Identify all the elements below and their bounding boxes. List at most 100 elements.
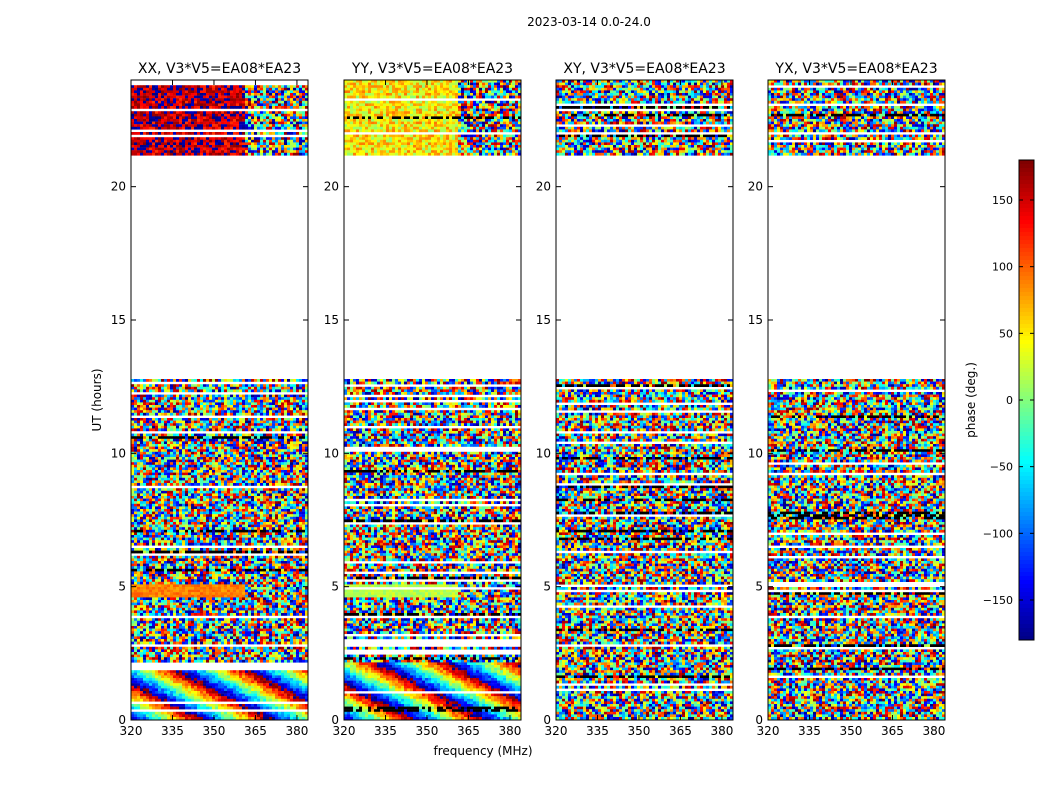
colorbar-tick-label: 50 <box>999 327 1013 340</box>
colorbar-segment <box>1019 504 1034 509</box>
x-tick-label: 380 <box>922 724 945 738</box>
figure-suptitle: 2023-03-14 0.0-24.0 <box>527 15 651 29</box>
colorbar-segment <box>1019 508 1034 513</box>
colorbar-segment <box>1019 388 1034 393</box>
colorbar-segment <box>1019 332 1034 337</box>
colorbar-segment <box>1019 176 1034 181</box>
x-tick-label: 380 <box>285 724 308 738</box>
y-tick-label: 5 <box>543 580 551 594</box>
colorbar-segment <box>1019 536 1034 541</box>
panel-0: XX, V3*V5=EA08*EA23 320 335 350 365 380 0 5 10 15… <box>111 61 309 738</box>
colorbar-segment <box>1019 352 1034 357</box>
x-tick-label: 335 <box>586 724 609 738</box>
colorbar-segment <box>1019 164 1034 169</box>
colorbar-segment <box>1019 356 1034 361</box>
y-tick-label: 10 <box>536 446 551 460</box>
colorbar-label: phase (deg.) <box>964 362 978 438</box>
colorbar-segment <box>1019 604 1034 609</box>
colorbar-segment <box>1019 320 1034 325</box>
colorbar-segment <box>1019 384 1034 389</box>
y-tick-label: 20 <box>536 180 551 194</box>
panel-frame <box>130 79 309 721</box>
colorbar-segment <box>1019 312 1034 317</box>
colorbar-segment <box>1019 556 1034 561</box>
phase-image <box>556 80 733 720</box>
colorbar-segment <box>1019 340 1034 345</box>
colorbar-segment <box>1019 276 1034 281</box>
colorbar-segment <box>1019 236 1034 241</box>
colorbar-segment <box>1019 480 1034 485</box>
colorbar-segment <box>1019 328 1034 333</box>
colorbar-segment <box>1019 608 1034 613</box>
colorbar-segment <box>1019 160 1034 165</box>
colorbar-segment <box>1019 620 1034 625</box>
panel-title: XX, V3*V5=EA08*EA23 <box>138 61 301 77</box>
colorbar-segment <box>1019 264 1034 269</box>
colorbar-segment <box>1019 380 1034 385</box>
colorbar-segment <box>1019 544 1034 549</box>
colorbar-segment <box>1019 304 1034 309</box>
colorbar-segment <box>1019 240 1034 245</box>
y-axis-label: UT (hours) <box>90 368 104 431</box>
colorbar-segment <box>1019 372 1034 377</box>
colorbar-segment <box>1019 172 1034 177</box>
y-tick-label: 15 <box>536 313 551 327</box>
x-tick-label: 320 <box>333 724 356 738</box>
colorbar-segment <box>1019 184 1034 189</box>
panel-title: XY, V3*V5=EA08*EA23 <box>563 61 725 77</box>
colorbar-segment <box>1019 244 1034 249</box>
y-tick-label: 10 <box>324 446 339 460</box>
y-tick-label: 0 <box>755 713 763 727</box>
colorbar-segment <box>1019 444 1034 449</box>
panel-1: YY, V3*V5=EA08*EA23 320 335 350 365 380 0 5 10 15… <box>324 61 522 738</box>
colorbar-segment <box>1019 292 1034 297</box>
colorbar-segment <box>1019 224 1034 229</box>
colorbar-segment <box>1019 376 1034 381</box>
y-tick-label: 0 <box>543 713 551 727</box>
colorbar-segment <box>1019 396 1034 401</box>
colorbar-segment <box>1019 524 1034 529</box>
x-tick-label: 335 <box>161 724 184 738</box>
x-tick-label: 350 <box>416 724 439 738</box>
x-tick-label: 365 <box>881 724 904 738</box>
colorbar-segment <box>1019 220 1034 225</box>
colorbar-segment <box>1019 168 1034 173</box>
colorbar-segment <box>1019 392 1034 397</box>
colorbar-segment <box>1019 252 1034 257</box>
x-tick-label: 320 <box>757 724 780 738</box>
colorbar-segment <box>1019 288 1034 293</box>
colorbar-segment <box>1019 256 1034 261</box>
colorbar-segment <box>1019 464 1034 469</box>
y-tick-label: 15 <box>324 313 339 327</box>
y-tick-label: 20 <box>324 180 339 194</box>
colorbar-segment <box>1019 348 1034 353</box>
y-tick-label: 5 <box>118 580 126 594</box>
colorbar-segment <box>1019 552 1034 557</box>
colorbar-segment <box>1019 360 1034 365</box>
colorbar-segment <box>1019 192 1034 197</box>
colorbar-segment <box>1019 268 1034 273</box>
colorbar-segment <box>1019 452 1034 457</box>
colorbar-segment <box>1019 428 1034 433</box>
x-tick-label: 365 <box>457 724 480 738</box>
colorbar-segment <box>1019 560 1034 565</box>
colorbar-segment <box>1019 528 1034 533</box>
x-tick-label: 365 <box>244 724 267 738</box>
phase-image <box>131 85 308 720</box>
colorbar-segment <box>1019 448 1034 453</box>
x-tick-label: 335 <box>798 724 821 738</box>
x-tick-label: 350 <box>203 724 226 738</box>
colorbar-segment <box>1019 216 1034 221</box>
colorbar-segment <box>1019 416 1034 421</box>
colorbar-segment <box>1019 612 1034 617</box>
colorbar-tick-label: −50 <box>990 461 1013 474</box>
colorbar-segment <box>1019 208 1034 213</box>
panel-2: XY, V3*V5=EA08*EA23 320 335 350 365 380 0 5 10 15… <box>536 61 734 738</box>
colorbar-segment <box>1019 592 1034 597</box>
colorbar-segment <box>1019 628 1034 633</box>
panel-title: YY, V3*V5=EA08*EA23 <box>351 61 513 77</box>
x-tick-label: 320 <box>120 724 143 738</box>
colorbar-segment <box>1019 284 1034 289</box>
x-tick-label: 380 <box>710 724 733 738</box>
